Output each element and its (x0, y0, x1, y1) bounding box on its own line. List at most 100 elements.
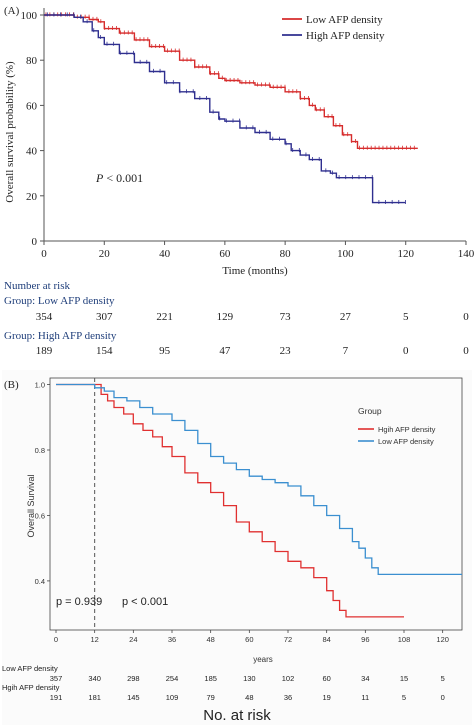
risk-count: 0 (463, 345, 469, 357)
risk-count: 298 (127, 674, 140, 683)
risk-count: 5 (402, 693, 406, 702)
risk-count: 130 (243, 674, 256, 683)
y-tick-label: 0.4 (35, 577, 45, 586)
x-tick-label: 60 (245, 635, 253, 644)
risk-table-b-group-low: Low AFP density (2, 664, 58, 673)
risk-count: 189 (36, 345, 53, 357)
risk-count: 47 (219, 345, 231, 357)
x-tick-label: 20 (99, 248, 111, 260)
risk-count: 145 (127, 693, 140, 702)
risk-table-a-group-low: Group: Low AFP density (4, 295, 115, 307)
risk-count: 19 (322, 693, 330, 702)
panel-b-y-ticks: 0.4 0.6 0.8 1.0 (35, 381, 50, 586)
panel-b-legend: Group Hgih AFP density Low AFP density (358, 406, 436, 446)
x-tick-label: 12 (90, 635, 98, 644)
risk-table-b-group-high: Hgih AFP density (2, 683, 60, 692)
panel-a-y-ticks: 0 20 40 60 80 100 (21, 10, 44, 248)
pvalue-symbol: P (95, 171, 104, 185)
risk-count: 129 (217, 311, 234, 323)
series-high-afp-b (56, 383, 404, 618)
risk-count: 27 (340, 311, 352, 323)
x-tick-label: 48 (206, 635, 214, 644)
risk-count: 36 (284, 693, 292, 702)
x-tick-label: 108 (398, 635, 411, 644)
pvalue-text: < 0.001 (103, 171, 143, 185)
x-tick-label: 40 (159, 248, 171, 260)
series-high-afp (44, 12, 406, 204)
risk-count: 109 (166, 693, 179, 702)
risk-count: 73 (280, 311, 292, 323)
panel-b-ylabel: Overall Survival (26, 474, 36, 537)
risk-count: 0 (463, 311, 469, 323)
panel-a-xlabel: Time (months) (222, 265, 288, 277)
panel-b-label: (B) (4, 379, 19, 391)
y-tick-label: 1.0 (35, 381, 45, 390)
panel-a-series (44, 12, 418, 204)
panel-a-x-ticks: 0 20 40 60 80 100 120 140 (41, 241, 474, 260)
risk-count: 48 (245, 693, 253, 702)
risk-table-a-title: Number at risk (4, 280, 70, 292)
panel-a: (A) Overall survival probability (%) 0 20… (4, 5, 474, 357)
risk-count: 254 (166, 674, 179, 683)
panel-b-xlabel: years (253, 655, 273, 664)
x-tick-label: 84 (322, 635, 330, 644)
panel-b-background (2, 370, 472, 725)
series-low-afp-b (56, 383, 462, 576)
y-tick-label: 20 (26, 191, 38, 203)
y-tick-label: 60 (26, 100, 38, 112)
risk-count: 11 (361, 693, 369, 702)
risk-count: 340 (88, 674, 101, 683)
risk-count: 79 (206, 693, 214, 702)
risk-table-a-group-high: Group: High AFP density (4, 330, 117, 342)
panel-a-label: (A) (4, 5, 20, 17)
risk-count: 60 (322, 674, 330, 683)
panel-b-series (56, 383, 462, 618)
x-tick-label: 120 (436, 635, 449, 644)
panel-b-pvalue-left: p = 0.939 (56, 596, 102, 608)
y-tick-label: 80 (26, 55, 38, 67)
panel-b-frame (49, 377, 463, 631)
risk-count: 95 (159, 345, 171, 357)
risk-count: 15 (400, 674, 408, 683)
x-tick-label: 72 (284, 635, 292, 644)
x-tick-label: 0 (41, 248, 47, 260)
survival-curve (44, 14, 418, 149)
x-tick-label: 100 (337, 248, 354, 260)
legend-label-high-b: Hgih AFP density (378, 425, 436, 434)
risk-count: 34 (361, 674, 369, 683)
risk-count: 102 (282, 674, 295, 683)
panel-a-ylabel: Overall survival probability (%) (4, 61, 16, 203)
panel-a-pvalue: P < 0.001 (95, 171, 143, 185)
risk-count: 0 (403, 345, 409, 357)
legend-label-low-b: Low AFP density (378, 437, 434, 446)
x-tick-label: 120 (397, 248, 414, 260)
risk-count: 23 (280, 345, 292, 357)
x-tick-label: 36 (168, 635, 176, 644)
x-tick-label: 140 (458, 248, 474, 260)
panel-b-x-ticks: 0 12 24 36 48 60 72 84 96 108 120 (54, 630, 449, 644)
risk-table-a-row-low: 354 307 221 129 73 27 5 0 (36, 311, 470, 323)
risk-count: 154 (96, 345, 113, 357)
survival-curve (56, 383, 462, 576)
x-tick-label: 0 (54, 635, 58, 644)
y-tick-label: 40 (26, 146, 38, 158)
panel-b: (B) Overall Survival 0.4 0.6 0.8 1.0 0 12 24 3… (2, 370, 472, 725)
panel-b-pvalue-right: p < 0.001 (122, 596, 168, 608)
series-low-afp (44, 12, 418, 150)
risk-count: 191 (50, 693, 63, 702)
risk-count: 7 (343, 345, 349, 357)
legend-label-low: Low AFP density (306, 14, 383, 26)
risk-table-b-row-high: 191 181 145 109 79 48 36 19 11 5 0 (50, 693, 445, 702)
risk-count: 0 (441, 693, 445, 702)
risk-count: 357 (50, 674, 63, 683)
risk-count: 181 (88, 693, 101, 702)
panel-a-legend: Low AFP density High AFP density (282, 14, 385, 42)
risk-count: 185 (204, 674, 217, 683)
x-tick-label: 80 (280, 248, 292, 260)
y-tick-label: 0 (32, 236, 38, 248)
risk-table-b-title: No. at risk (203, 707, 271, 724)
legend-title: Group (358, 406, 382, 416)
x-tick-label: 60 (219, 248, 231, 260)
risk-table-b-row-low: 357 340 298 254 185 130 102 60 34 15 5 (50, 674, 445, 683)
